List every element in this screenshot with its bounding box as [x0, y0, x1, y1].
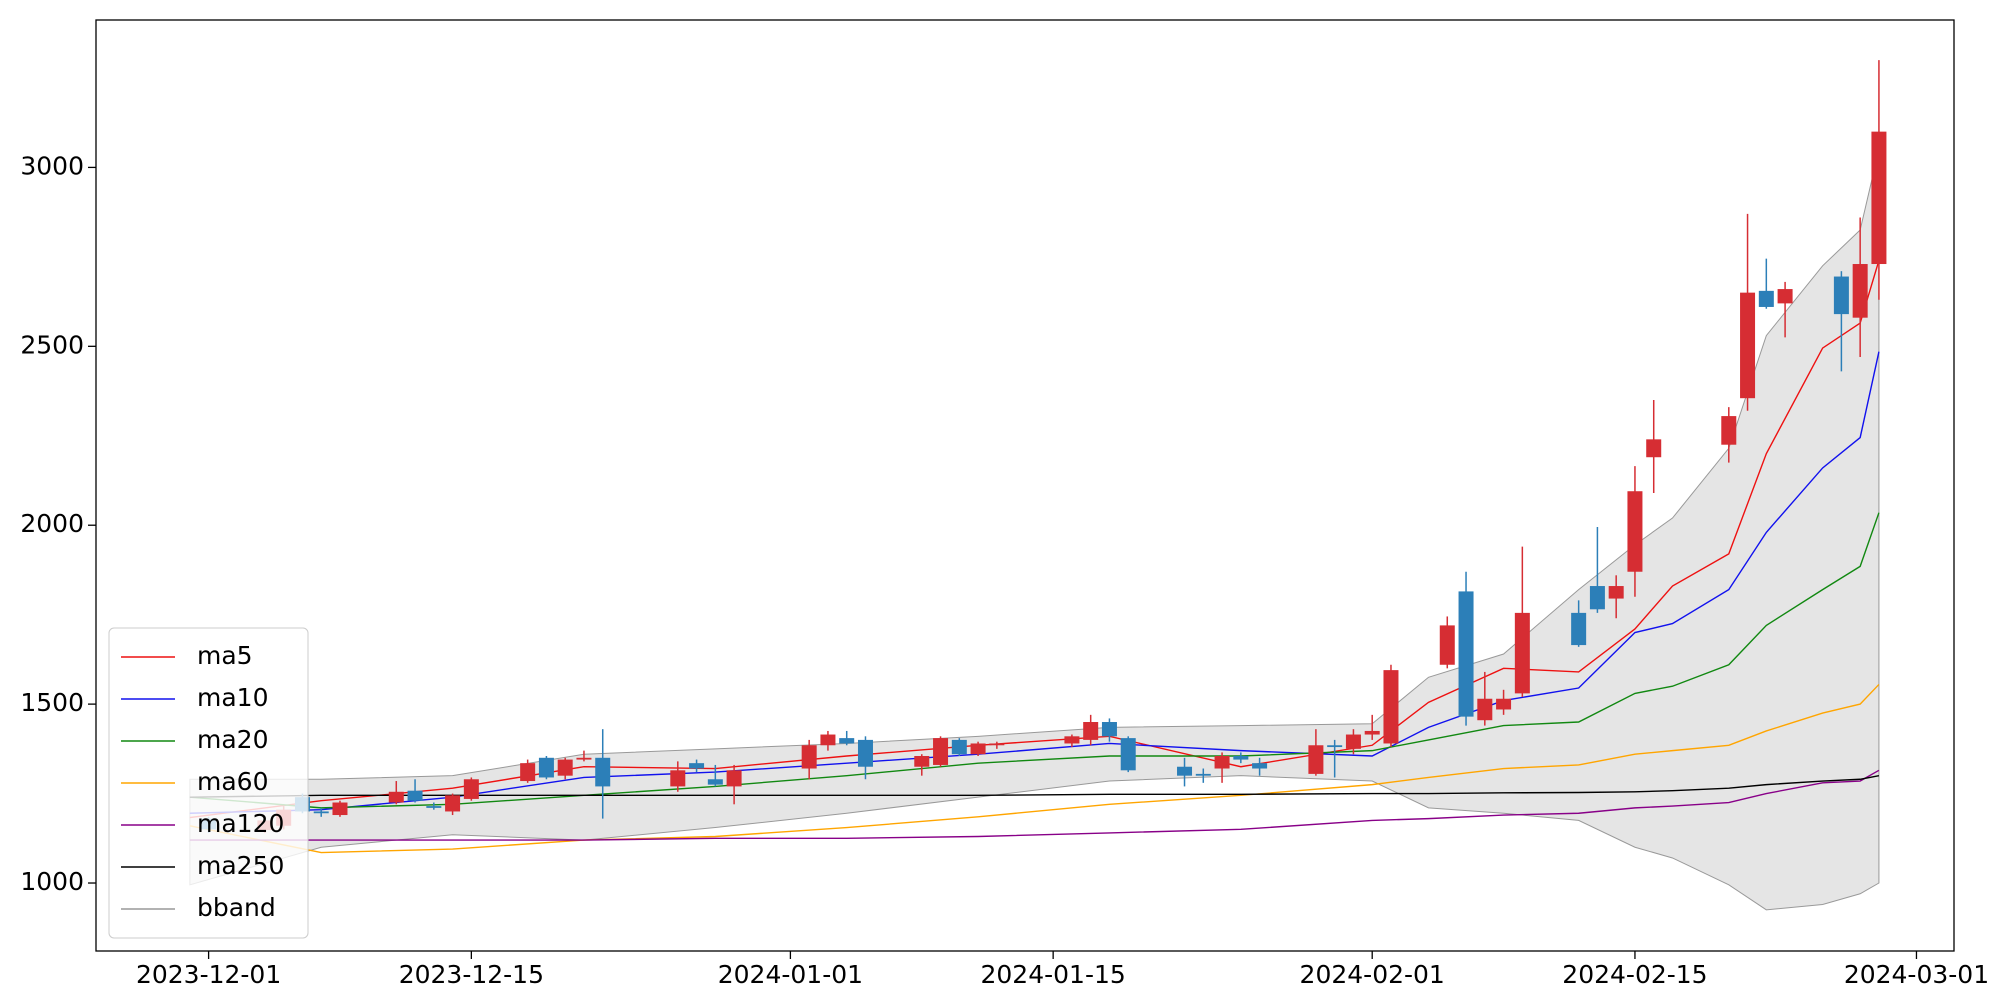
candle-body: [1589, 586, 1605, 610]
x-tick-label: 2023-12-01: [136, 960, 281, 989]
legend-label: ma20: [197, 725, 268, 754]
legend-label: ma250: [197, 851, 284, 880]
candle-body: [595, 757, 611, 787]
x-tick-label: 2024-03-01: [1844, 960, 1989, 989]
candle-body: [1496, 698, 1512, 710]
bband-area: [189, 149, 1880, 911]
x-tick-label: 2024-01-15: [981, 960, 1126, 989]
candle-body: [689, 763, 705, 769]
candle-body: [801, 745, 817, 769]
candle-body: [670, 770, 686, 787]
candle-body: [1514, 612, 1530, 694]
candle-body: [332, 802, 348, 816]
candle-body: [557, 759, 573, 776]
candle-body: [1383, 670, 1399, 744]
candle-body: [520, 763, 536, 782]
candle-body: [407, 790, 423, 801]
candle-body: [1439, 625, 1455, 665]
candle-body: [1064, 736, 1080, 744]
candle-body: [1233, 755, 1249, 760]
candle-body: [445, 795, 461, 812]
candle-body: [970, 743, 986, 755]
candle-body: [313, 811, 329, 814]
candle-body: [1740, 292, 1756, 399]
candle-body: [1364, 730, 1380, 735]
candle-body: [914, 755, 930, 767]
y-tick-label: 2000: [20, 509, 84, 538]
legend-box: [108, 627, 309, 939]
candle-body: [1120, 738, 1136, 771]
candle-body: [1458, 591, 1474, 717]
x-tick-label: 2023-12-15: [399, 960, 544, 989]
candle-body: [1871, 131, 1887, 265]
candle-body: [1327, 745, 1343, 748]
candle-body: [1214, 755, 1230, 769]
candle-body: [839, 738, 855, 744]
candle-body: [1627, 491, 1643, 572]
candle-body: [1646, 439, 1662, 458]
candle-body: [1758, 290, 1774, 307]
candle-body: [1477, 698, 1493, 721]
candle-body: [1852, 264, 1868, 318]
x-tick-label: 2024-02-01: [1300, 960, 1445, 989]
y-tick-label: 1500: [20, 688, 84, 717]
legend-label: ma120: [197, 809, 284, 838]
candle-body: [857, 739, 873, 767]
candle-body: [707, 779, 723, 785]
candle-body: [1252, 763, 1268, 769]
legend-label: ma5: [197, 641, 253, 670]
candle-body: [951, 739, 967, 755]
candle-body: [1833, 276, 1849, 315]
candle-body: [1101, 722, 1117, 737]
ma-line: [189, 512, 1880, 809]
candle-body: [933, 738, 949, 765]
ma-line: [189, 769, 1880, 841]
candle-body: [1177, 766, 1193, 776]
x-tick-label: 2024-01-01: [718, 960, 863, 989]
candle-body: [726, 770, 742, 787]
candle-body: [576, 757, 592, 760]
candle-body: [1083, 722, 1099, 740]
candle-body: [1571, 612, 1587, 646]
candle-body: [1777, 289, 1793, 304]
plot-frame: [95, 19, 1955, 952]
candle-body: [1345, 734, 1361, 749]
legend: ma5 ma10 ma20 ma60 ma120 ma250 bband: [108, 627, 309, 939]
candle-body: [426, 806, 442, 808]
y-tick-label: 1000: [20, 867, 84, 896]
legend-label: ma10: [197, 683, 268, 712]
candle-body: [1721, 416, 1737, 445]
candle-body: [1195, 773, 1211, 776]
candle-body: [463, 779, 479, 799]
candle-body: [1308, 745, 1324, 774]
candle-body: [538, 757, 554, 778]
candle-body: [820, 734, 836, 746]
y-tick-label: 2500: [20, 330, 84, 359]
legend-label: bband: [197, 893, 276, 922]
candle-body: [388, 791, 404, 803]
x-tick-label: 2024-02-15: [1562, 960, 1707, 989]
ma-line: [189, 774, 1880, 798]
legend-label: ma60: [197, 767, 268, 796]
y-tick-label: 3000: [20, 151, 84, 180]
candle-body: [1608, 586, 1624, 599]
candle-body: [989, 743, 1005, 746]
